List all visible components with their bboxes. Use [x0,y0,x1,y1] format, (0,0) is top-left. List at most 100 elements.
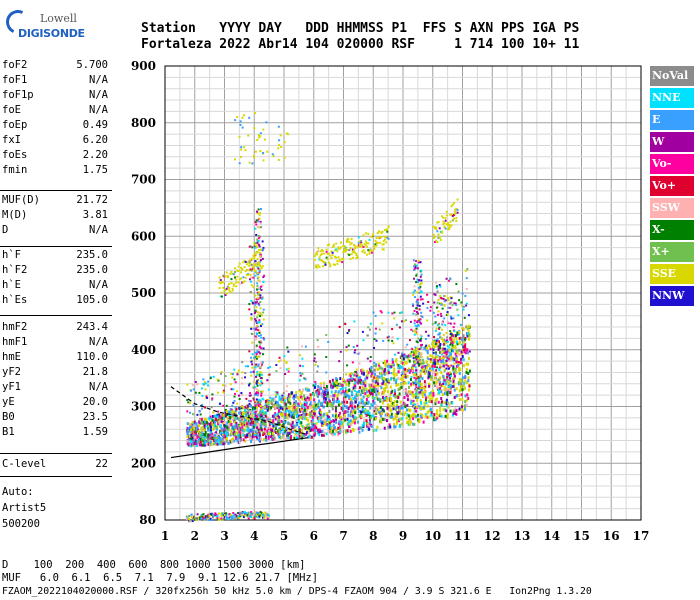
echo-point [387,226,390,229]
logo-line1: Lowell [40,12,77,25]
echo-point [420,366,423,369]
echo-point [259,260,262,263]
echo-point [431,396,434,400]
echo-point [367,242,370,245]
echo-point [236,402,239,405]
echo-point [461,408,464,412]
digisonde-logo: Lowell DIGISONDE [2,6,85,42]
param-row: fxI 6.20 [0,133,112,148]
echo-point [465,403,468,407]
echo-point [298,429,301,433]
echo-point [286,413,289,417]
echo-point [358,405,361,409]
x-tick-label: 14 [543,529,560,543]
echo-point [410,401,413,405]
echo-point [416,264,419,267]
echo-point [220,517,223,520]
echo-point [388,363,391,367]
echo-point [464,351,467,355]
echo-point [376,242,379,245]
echo-point [332,263,335,266]
echo-point [198,518,201,521]
echo-point [427,375,430,379]
echo-point [411,381,414,385]
echo-point [246,424,249,428]
echo-point [222,442,225,446]
echo-point [418,291,421,294]
echo-point [247,517,250,520]
echo-point [248,264,251,267]
echo-point [392,393,395,397]
echo-point [452,217,455,220]
echo-point [330,426,333,430]
echo-point [463,349,466,352]
echo-point [287,398,290,402]
echo-point [260,347,263,350]
echo-point [394,395,397,399]
echo-point [242,433,245,437]
echo-point [406,343,409,346]
echo-point [365,388,368,392]
echo-point [278,422,281,426]
echo-point [419,399,422,403]
echo-point [213,512,216,515]
echo-point [248,308,251,311]
echo-point [256,209,259,212]
echo-point [330,420,333,424]
echo-point [253,156,256,159]
echo-point [419,354,422,357]
echo-point [296,412,299,416]
echo-point [203,381,206,384]
echo-point [334,409,337,413]
echo-point [361,382,364,385]
echo-point [274,391,277,394]
echo-point [343,247,346,250]
echo-point [448,351,451,355]
echo-point [282,412,285,416]
echo-point [353,421,356,425]
echo-point [199,443,202,447]
echo-point [319,412,322,416]
echo-point [212,442,215,446]
param-row: foF2 5.700 [0,58,112,73]
echo-point [191,384,194,387]
echo-point [426,356,429,360]
echo-point [235,407,238,411]
echo-point [402,357,405,361]
echo-point [442,380,445,384]
echo-point [344,395,347,399]
echo-point [456,360,459,363]
echo-point [328,402,331,406]
echo-point [419,413,422,417]
echo-point [256,511,259,514]
echo-point [407,414,410,418]
echo-point [292,424,295,428]
echo-point [461,344,464,347]
echo-point [354,409,357,413]
echo-point [336,260,339,263]
echo-point [238,262,241,265]
echo-point [444,323,447,326]
echo-point [432,371,435,374]
echo-point [370,365,373,369]
echo-point [408,423,411,427]
echo-point [283,407,286,411]
echo-point [450,348,453,351]
echo-point [276,393,279,396]
echo-point [413,409,416,413]
echo-point [326,258,329,261]
echo-point [282,431,285,435]
echo-point [301,372,304,375]
echo-point [255,382,258,385]
echo-point [258,253,261,256]
echo-point [258,401,261,404]
echo-point [256,370,259,373]
echo-point [192,422,195,426]
echo-point [285,431,288,435]
echo-point [251,162,254,165]
echo-point [255,298,258,301]
echo-point [254,221,257,224]
echo-point [255,435,258,439]
echo-point [413,296,416,299]
echo-point [453,330,456,333]
